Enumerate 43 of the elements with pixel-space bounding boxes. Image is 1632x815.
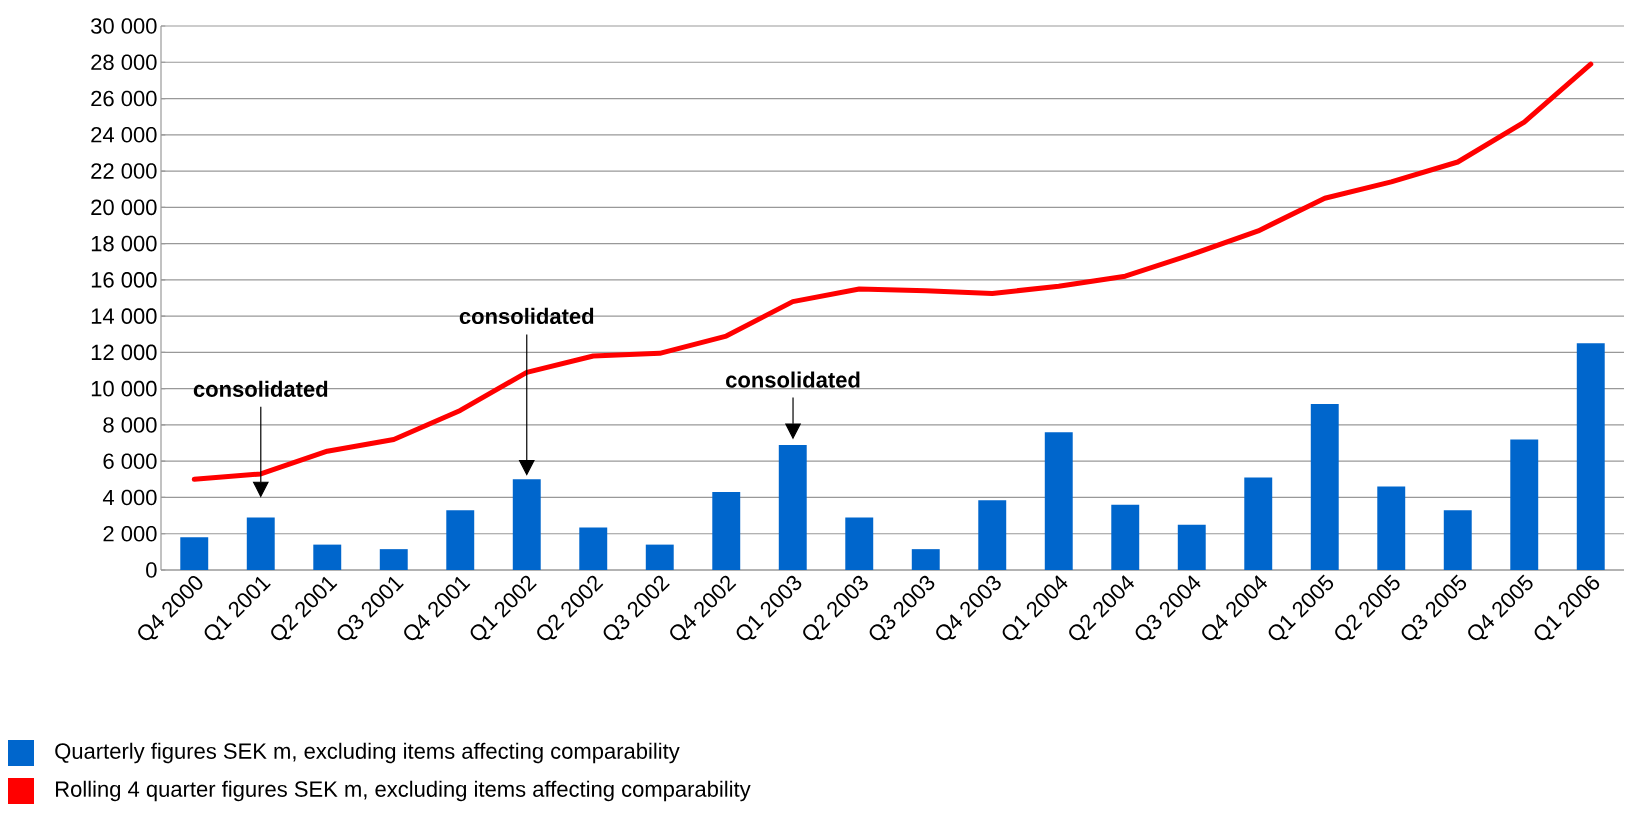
y-tick-label: 12 000 — [91, 344, 157, 361]
bar — [712, 492, 741, 570]
y-tick-label: 8 000 — [103, 417, 157, 433]
y-tick-label: 2 000 — [103, 525, 157, 542]
bar — [1310, 404, 1339, 570]
y-tick-label: 10 000 — [91, 380, 157, 397]
bar — [313, 544, 342, 570]
y-tick-label: 6 000 — [103, 453, 157, 469]
bar — [1377, 486, 1406, 570]
y-tick-label: 0 — [146, 562, 157, 578]
bar — [246, 517, 275, 570]
legend-label: Quarterly figures SEK m, excluding items affecting comparability — [55, 742, 680, 764]
bar — [845, 517, 874, 570]
bar — [1510, 439, 1539, 570]
bar — [645, 544, 674, 570]
bar — [1044, 432, 1073, 570]
y-tick-label: 30 000 — [91, 18, 157, 34]
bar — [1443, 510, 1472, 570]
y-tick-label: 16 000 — [91, 272, 157, 288]
annotation: consolidated — [193, 380, 328, 397]
bar — [1111, 504, 1140, 570]
bar — [1244, 477, 1273, 570]
annotation: consolidated — [459, 307, 594, 325]
y-tick-label: 22 000 — [91, 163, 157, 179]
bar — [1177, 524, 1206, 570]
y-tick-label: 4 000 — [102, 489, 157, 506]
y-tick-label: 20 000 — [91, 199, 157, 216]
bar — [778, 444, 807, 570]
bar — [1576, 343, 1605, 570]
y-tick-label: 18 000 — [91, 235, 157, 252]
bar — [512, 479, 541, 570]
bar — [911, 549, 940, 570]
legend-label: Rolling 4 quarter figures SEK m, excluding items affecting comparability — [56, 780, 751, 802]
bar — [978, 500, 1007, 570]
y-tick-label: 24 000 — [91, 127, 157, 143]
y-tick-label: 14 000 — [91, 308, 157, 324]
annotation: consolidated — [726, 371, 860, 388]
bar — [446, 510, 475, 570]
y-tick-label: 28 000 — [91, 54, 157, 71]
bar — [379, 549, 408, 570]
y-tick-label: 26 000 — [91, 90, 157, 107]
bar — [180, 537, 209, 570]
bar — [579, 527, 608, 570]
